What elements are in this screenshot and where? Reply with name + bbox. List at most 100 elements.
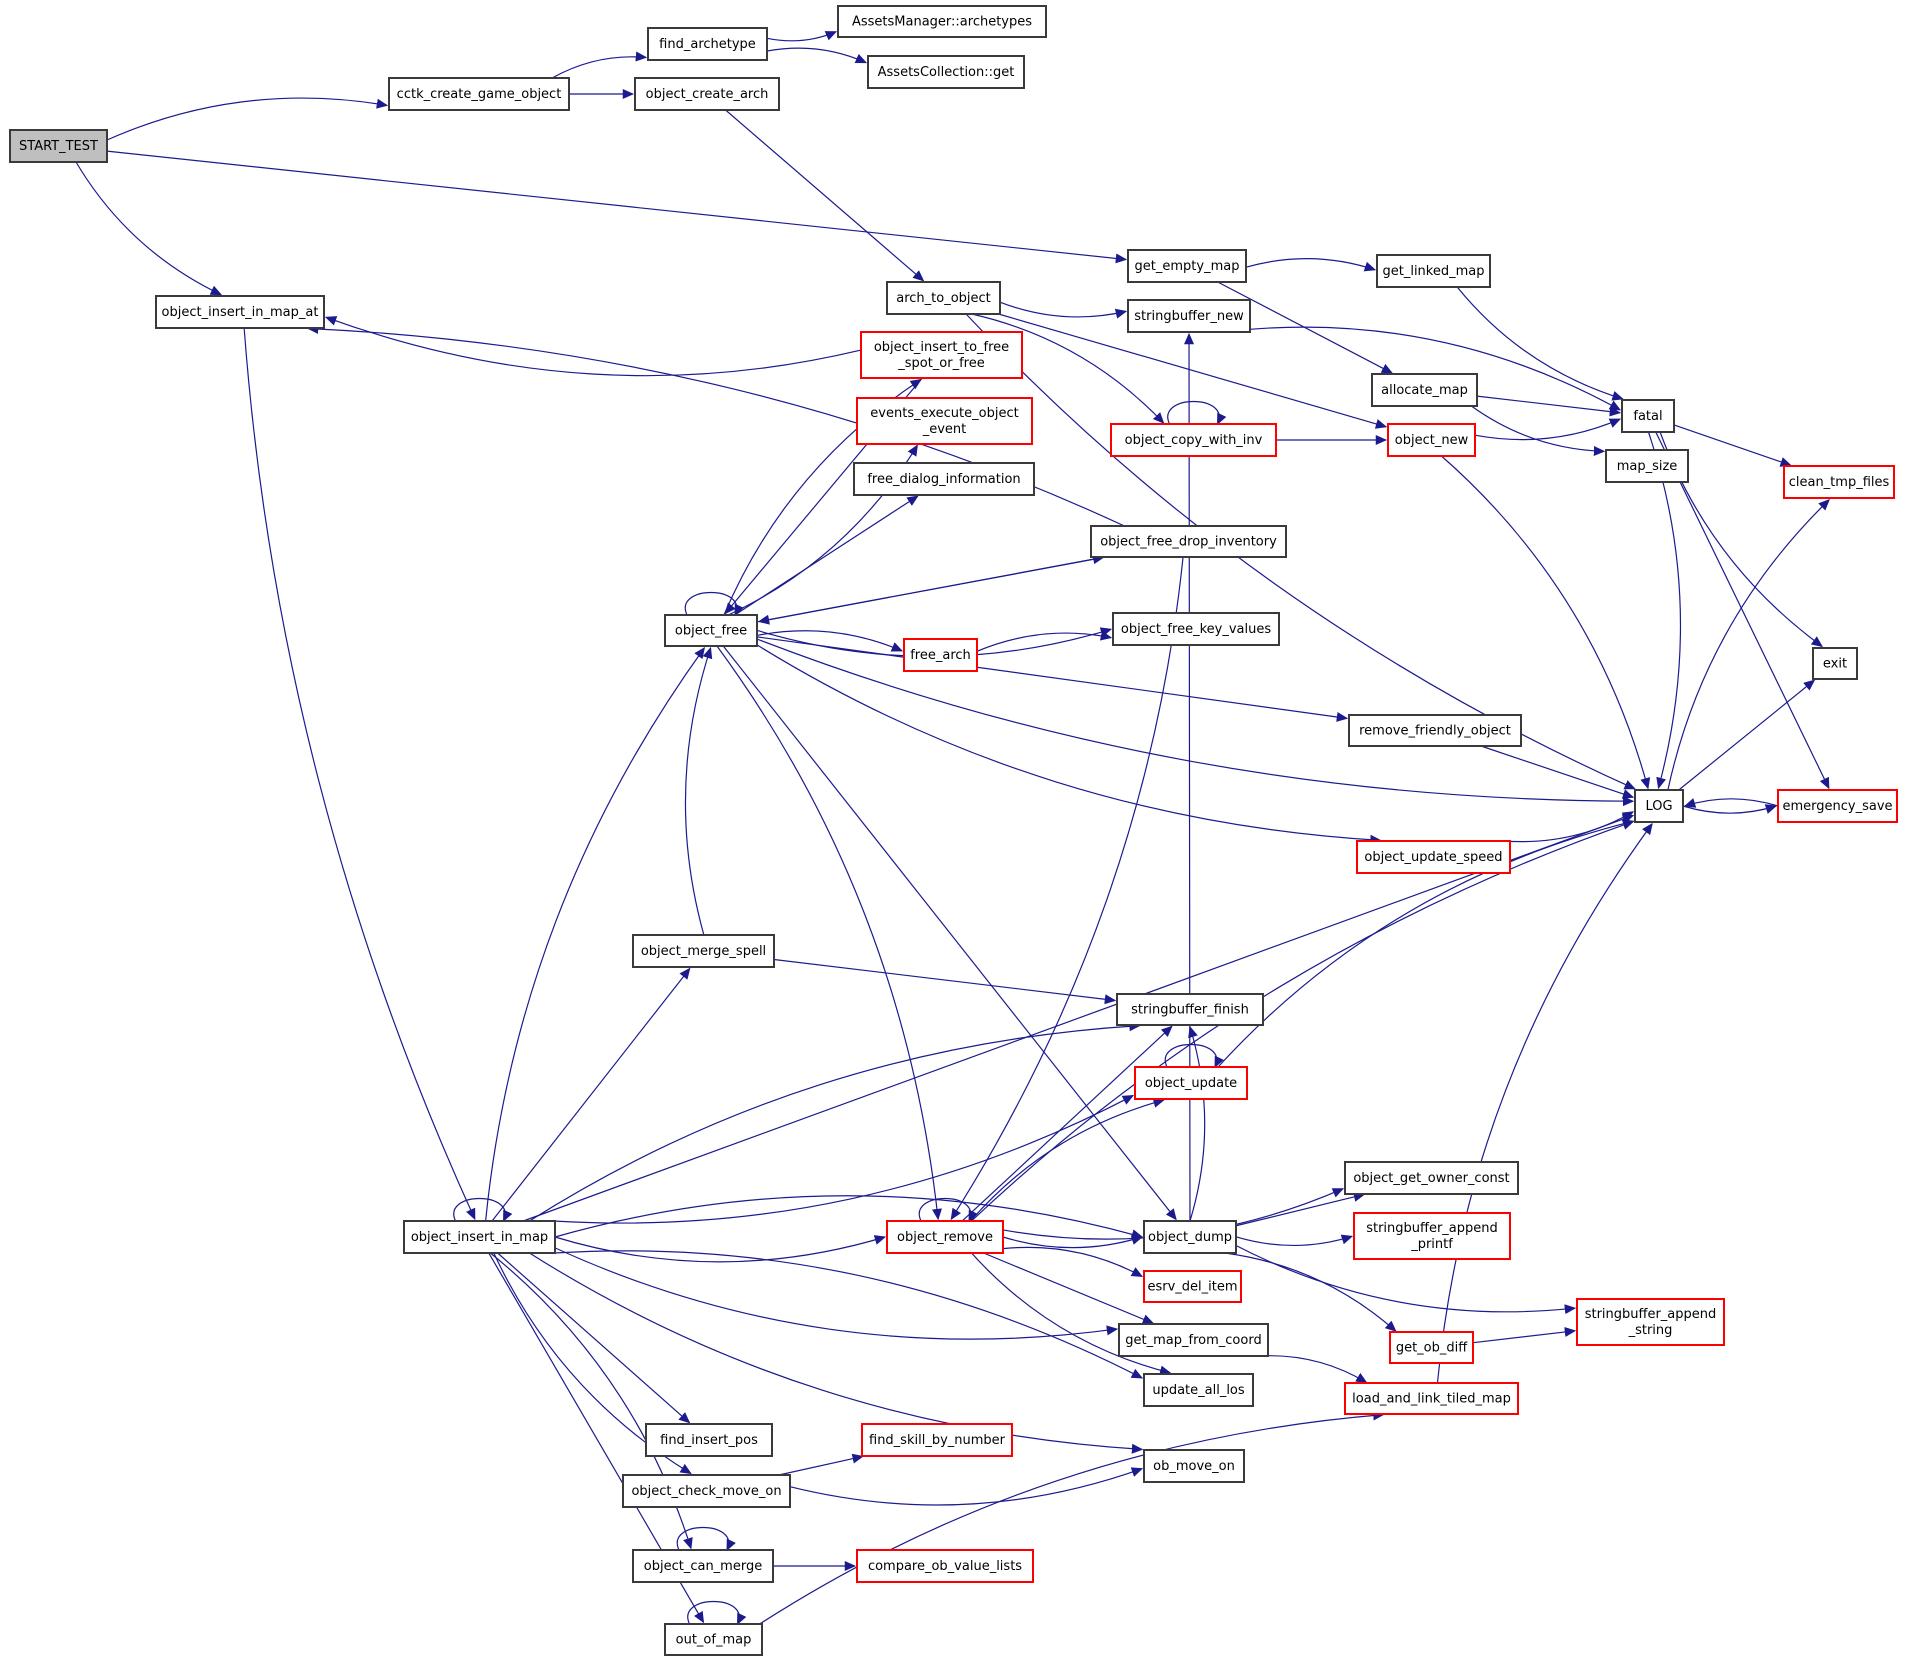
- node-label: stringbuffer_append: [1366, 1221, 1498, 1236]
- edge-start_test-to-cctk_create_game_object: [106, 97, 389, 141]
- node-get_empty_map[interactable]: get_empty_map: [1127, 249, 1247, 283]
- node-label: ob_move_on: [1153, 1459, 1235, 1474]
- node-find_archetype[interactable]: find_archetype: [647, 27, 768, 61]
- node-object_free_key_values[interactable]: object_free_key_values: [1112, 612, 1280, 646]
- edge-arch_to_object-to-LOG: [965, 313, 1636, 790]
- edge-object_insert_in_map_at-to-object_insert_in_map: [243, 327, 476, 1221]
- node-object_merge_spell[interactable]: object_merge_spell: [632, 934, 775, 968]
- node-label: clean_tmp_files: [1789, 475, 1890, 490]
- node-label: find_skill_by_number: [869, 1433, 1006, 1448]
- node-object_create_arch[interactable]: object_create_arch: [634, 77, 780, 111]
- node-update_all_los[interactable]: update_all_los: [1143, 1373, 1254, 1407]
- node-object_get_owner_const[interactable]: object_get_owner_const: [1344, 1161, 1519, 1195]
- nodes-layer: START_TEST cctk_create_game_object find_ar…: [9, 5, 1898, 1656]
- edge-stringbuffer_new-to-fatal: [1249, 326, 1622, 411]
- node-label: get_ob_diff: [1396, 1341, 1468, 1356]
- node-get_linked_map[interactable]: get_linked_map: [1376, 254, 1491, 288]
- node-label: object_insert_in_map_at: [162, 305, 319, 320]
- edge-object_remove-to-esrv_del_item: [1002, 1246, 1144, 1277]
- node-clean_tmp_files[interactable]: clean_tmp_files: [1783, 465, 1895, 499]
- edge-cctk_create_game_object-to-find_archetype: [551, 51, 648, 79]
- node-label: exit: [1823, 657, 1847, 672]
- node-object_new[interactable]: object_new: [1387, 423, 1476, 457]
- node-label: stringbuffer_append: [1585, 1307, 1717, 1322]
- node-start_test[interactable]: START_TEST: [9, 129, 108, 163]
- node-object_copy_with_inv[interactable]: object_copy_with_inv: [1110, 423, 1277, 457]
- edge-object_free-to-object_dump: [722, 645, 1177, 1221]
- node-exit[interactable]: exit: [1812, 647, 1858, 680]
- node-map_size[interactable]: map_size: [1605, 449, 1689, 483]
- node-get_ob_diff[interactable]: get_ob_diff: [1389, 1331, 1474, 1364]
- edge-object_remove-to-update_all_los: [971, 1252, 1172, 1376]
- node-find_skill_by_number[interactable]: find_skill_by_number: [861, 1423, 1013, 1457]
- node-label: LOG: [1645, 799, 1672, 814]
- node-object_insert_to_free_spot_or_free[interactable]: object_insert_to_free_spot_or_free: [860, 331, 1023, 379]
- node-esrv_del_item[interactable]: esrv_del_item: [1143, 1270, 1242, 1303]
- node-events_execute_object_event[interactable]: events_execute_object_event: [856, 397, 1033, 445]
- node-object_remove[interactable]: object_remove: [886, 1220, 1004, 1254]
- edge-find_archetype-to-assetscollection_get: [766, 47, 868, 64]
- node-label: map_size: [1617, 459, 1678, 474]
- edge-free_arch-to-object_free_key_values: [976, 630, 1113, 652]
- node-object_dump[interactable]: object_dump: [1143, 1220, 1237, 1254]
- node-label: esrv_del_item: [1147, 1280, 1237, 1295]
- edge-object_create_arch-to-arch_to_object: [725, 109, 925, 282]
- node-label: get_map_from_coord: [1125, 1333, 1261, 1348]
- node-object_update[interactable]: object_update: [1134, 1066, 1248, 1100]
- node-stringbuffer_append_printf[interactable]: stringbuffer_append_printf: [1353, 1212, 1511, 1260]
- node-stringbuffer_finish[interactable]: stringbuffer_finish: [1116, 993, 1264, 1026]
- edge-object_merge_spell-to-stringbuffer_finish: [773, 958, 1117, 1005]
- edge-arch_to_object-to-stringbuffer_new: [999, 301, 1128, 319]
- node-object_free[interactable]: object_free: [664, 614, 758, 647]
- node-object_insert_in_map_at[interactable]: object_insert_in_map_at: [155, 295, 325, 329]
- node-LOG[interactable]: LOG: [1634, 789, 1684, 823]
- node-object_check_move_on[interactable]: object_check_move_on: [622, 1474, 791, 1508]
- node-label: arch_to_object: [896, 291, 991, 306]
- node-assetscollection_get[interactable]: AssetsCollection::get: [867, 55, 1025, 89]
- node-cctk_create_game_object[interactable]: cctk_create_game_object: [388, 77, 570, 111]
- node-label: get_linked_map: [1382, 264, 1484, 279]
- edge-object_insert_in_map-to-find_insert_pos: [497, 1252, 691, 1424]
- edge-object_remove-to-get_map_from_coord: [983, 1252, 1155, 1324]
- edge-start_test-to-object_insert_in_map_at: [75, 161, 223, 296]
- node-stringbuffer_new[interactable]: stringbuffer_new: [1127, 299, 1251, 333]
- node-stringbuffer_append_string[interactable]: stringbuffer_append_string: [1576, 1298, 1725, 1346]
- node-fatal[interactable]: fatal: [1621, 399, 1675, 433]
- edge-emergency_save-to-LOG: [1683, 798, 1779, 808]
- node-label: object_free_drop_inventory: [1100, 535, 1277, 550]
- node-out_of_map[interactable]: out_of_map: [664, 1623, 763, 1656]
- edge-object_insert_to_free_spot_or_free-to-object_insert_in_map_at: [324, 316, 862, 377]
- edge-LOG-to-clean_tmp_files: [1667, 498, 1830, 791]
- edge-object_insert_in_map-to-object_remove: [554, 1235, 887, 1263]
- edge-get_linked_map-to-fatal: [1456, 286, 1624, 401]
- node-remove_friendly_object[interactable]: remove_friendly_object: [1348, 714, 1522, 747]
- edge-get_map_from_coord-to-load_and_link_tiled_map: [1258, 1355, 1368, 1384]
- node-free_dialog_information[interactable]: free_dialog_information: [853, 462, 1035, 496]
- node-find_insert_pos[interactable]: find_insert_pos: [645, 1423, 773, 1457]
- node-emergency_save[interactable]: emergency_save: [1777, 789, 1898, 823]
- node-label: find_archetype: [659, 37, 756, 52]
- edge-out_of_map-to-load_and_link_tiled_map: [759, 1410, 1385, 1625]
- edge-object_free-to-object_free: [684, 591, 744, 617]
- edge-get_empty_map-to-get_linked_map: [1245, 258, 1377, 272]
- node-object_insert_in_map[interactable]: object_insert_in_map: [403, 1220, 556, 1254]
- node-label: object_can_merge: [644, 1559, 762, 1574]
- edge-object_dump-to-object_get_owner_const: [1235, 1192, 1366, 1227]
- node-ob_move_on[interactable]: ob_move_on: [1143, 1449, 1245, 1483]
- node-free_arch[interactable]: free_arch: [903, 638, 978, 672]
- edge-allocate_map-to-map_size: [1470, 405, 1606, 457]
- node-label: stringbuffer_new: [1134, 309, 1244, 324]
- node-get_map_from_coord[interactable]: get_map_from_coord: [1118, 1323, 1269, 1357]
- node-arch_to_object[interactable]: arch_to_object: [886, 281, 1001, 315]
- edge-object_can_merge-to-object_can_merge: [676, 1526, 736, 1552]
- edge-object_free_drop_inventory-to-object_free: [757, 556, 1106, 625]
- node-object_can_merge[interactable]: object_can_merge: [632, 1549, 774, 1583]
- node-compare_ob_value_lists[interactable]: compare_ob_value_lists: [856, 1549, 1034, 1583]
- node-assetsmanager_archetypes[interactable]: AssetsManager::archetypes: [837, 5, 1047, 38]
- node-allocate_map[interactable]: allocate_map: [1371, 373, 1478, 407]
- node-object_update_speed[interactable]: object_update_speed: [1356, 840, 1511, 874]
- node-load_and_link_tiled_map[interactable]: load_and_link_tiled_map: [1344, 1382, 1519, 1415]
- edge-object_merge_spell-to-object_free: [684, 646, 713, 936]
- node-object_free_drop_inventory[interactable]: object_free_drop_inventory: [1090, 525, 1287, 558]
